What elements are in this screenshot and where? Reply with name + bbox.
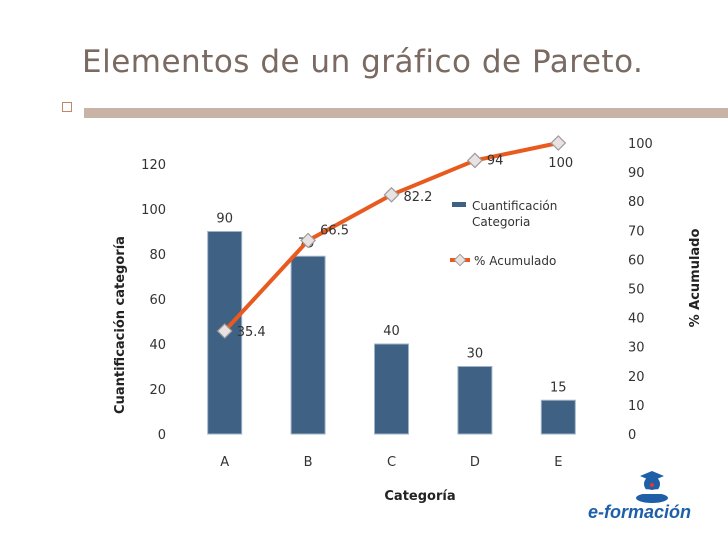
x-tick-label: A bbox=[220, 455, 229, 470]
legend-line-marker bbox=[453, 253, 467, 267]
x-axis: A B C D E bbox=[220, 455, 562, 470]
x-tick-label: C bbox=[387, 455, 396, 470]
line-data-label: 35.4 bbox=[237, 325, 266, 340]
y2-tick-label: 30 bbox=[628, 341, 645, 356]
y2-tick-label: 40 bbox=[628, 312, 645, 327]
line-data-label: 66.5 bbox=[320, 223, 349, 238]
x-axis-title: Categoría bbox=[384, 489, 455, 504]
y2-tick-label: 20 bbox=[628, 370, 645, 385]
y-axis-left: 0 20 40 60 80 100 120 bbox=[141, 158, 166, 443]
axis-titles: Categoría Cuantificación categoría % Acumu… bbox=[113, 229, 703, 504]
y2-tick-label: 10 bbox=[628, 399, 645, 414]
bar-data-label: 15 bbox=[550, 380, 567, 395]
legend-bar-swatch bbox=[452, 202, 466, 207]
logo-text: e-formación bbox=[588, 502, 692, 522]
y-axis-title: Cuantificación categoría bbox=[113, 236, 128, 414]
line-marker bbox=[216, 323, 233, 339]
y-tick-label: 120 bbox=[141, 158, 166, 173]
line-marker bbox=[466, 152, 483, 169]
line-data-label: 82.2 bbox=[404, 190, 433, 205]
x-tick-label: B bbox=[304, 455, 313, 470]
slide-title: Elementos de un gráfico de Pareto. bbox=[82, 44, 644, 80]
bar-data-label: 90 bbox=[216, 212, 233, 227]
legend: Cuantificación Categoria % Acumulado bbox=[450, 199, 557, 268]
y2-tick-label: 50 bbox=[628, 283, 645, 298]
y2-tick-label: 80 bbox=[628, 195, 645, 210]
bar-series bbox=[207, 231, 576, 435]
line-marker bbox=[383, 186, 400, 203]
y-tick-label: 80 bbox=[149, 248, 166, 263]
legend-bar-label-line2: Categoria bbox=[472, 215, 530, 229]
line-data-label: 100 bbox=[548, 156, 573, 171]
x-tick-label: E bbox=[554, 455, 562, 470]
y2-tick-label: 0 bbox=[628, 428, 636, 443]
legend-bar-label-line1: Cuantificación bbox=[472, 199, 557, 213]
header-rule bbox=[84, 108, 728, 118]
slide-header: Elementos de un gráfico de Pareto. bbox=[60, 36, 728, 126]
x-tick-label: D bbox=[470, 455, 480, 470]
bar-data-label: 30 bbox=[467, 347, 484, 362]
y-tick-label: 40 bbox=[149, 338, 166, 353]
y-tick-label: 60 bbox=[149, 293, 166, 308]
bar bbox=[290, 255, 326, 435]
y-axis-right: 0 10 20 30 40 50 60 70 80 90 100 bbox=[628, 137, 653, 443]
line-data-label: 94 bbox=[487, 153, 504, 168]
bar bbox=[374, 343, 409, 435]
header-bullet-icon bbox=[62, 102, 72, 112]
legend-line-label: % Acumulado bbox=[474, 254, 556, 268]
e-formacion-logo: e-formación bbox=[588, 468, 708, 530]
line-marker bbox=[550, 135, 567, 151]
y2-tick-label: 70 bbox=[628, 224, 645, 239]
bar bbox=[457, 366, 493, 435]
bar-data-label: 40 bbox=[383, 324, 400, 339]
line-data-labels: 35.4 66.5 82.2 94 100 bbox=[237, 153, 573, 340]
y2-axis-title: % Acumulado bbox=[688, 229, 703, 328]
graduate-icon bbox=[636, 471, 668, 503]
y2-tick-label: 100 bbox=[628, 137, 653, 152]
y2-tick-label: 60 bbox=[628, 253, 645, 268]
y-tick-label: 20 bbox=[149, 383, 166, 398]
series-line bbox=[223, 141, 559, 333]
line-marker bbox=[300, 232, 317, 249]
line-series bbox=[216, 135, 567, 339]
y2-tick-label: 90 bbox=[628, 166, 645, 181]
y-tick-label: 100 bbox=[141, 203, 166, 218]
y-tick-label: 0 bbox=[158, 428, 166, 443]
bar bbox=[540, 399, 576, 435]
